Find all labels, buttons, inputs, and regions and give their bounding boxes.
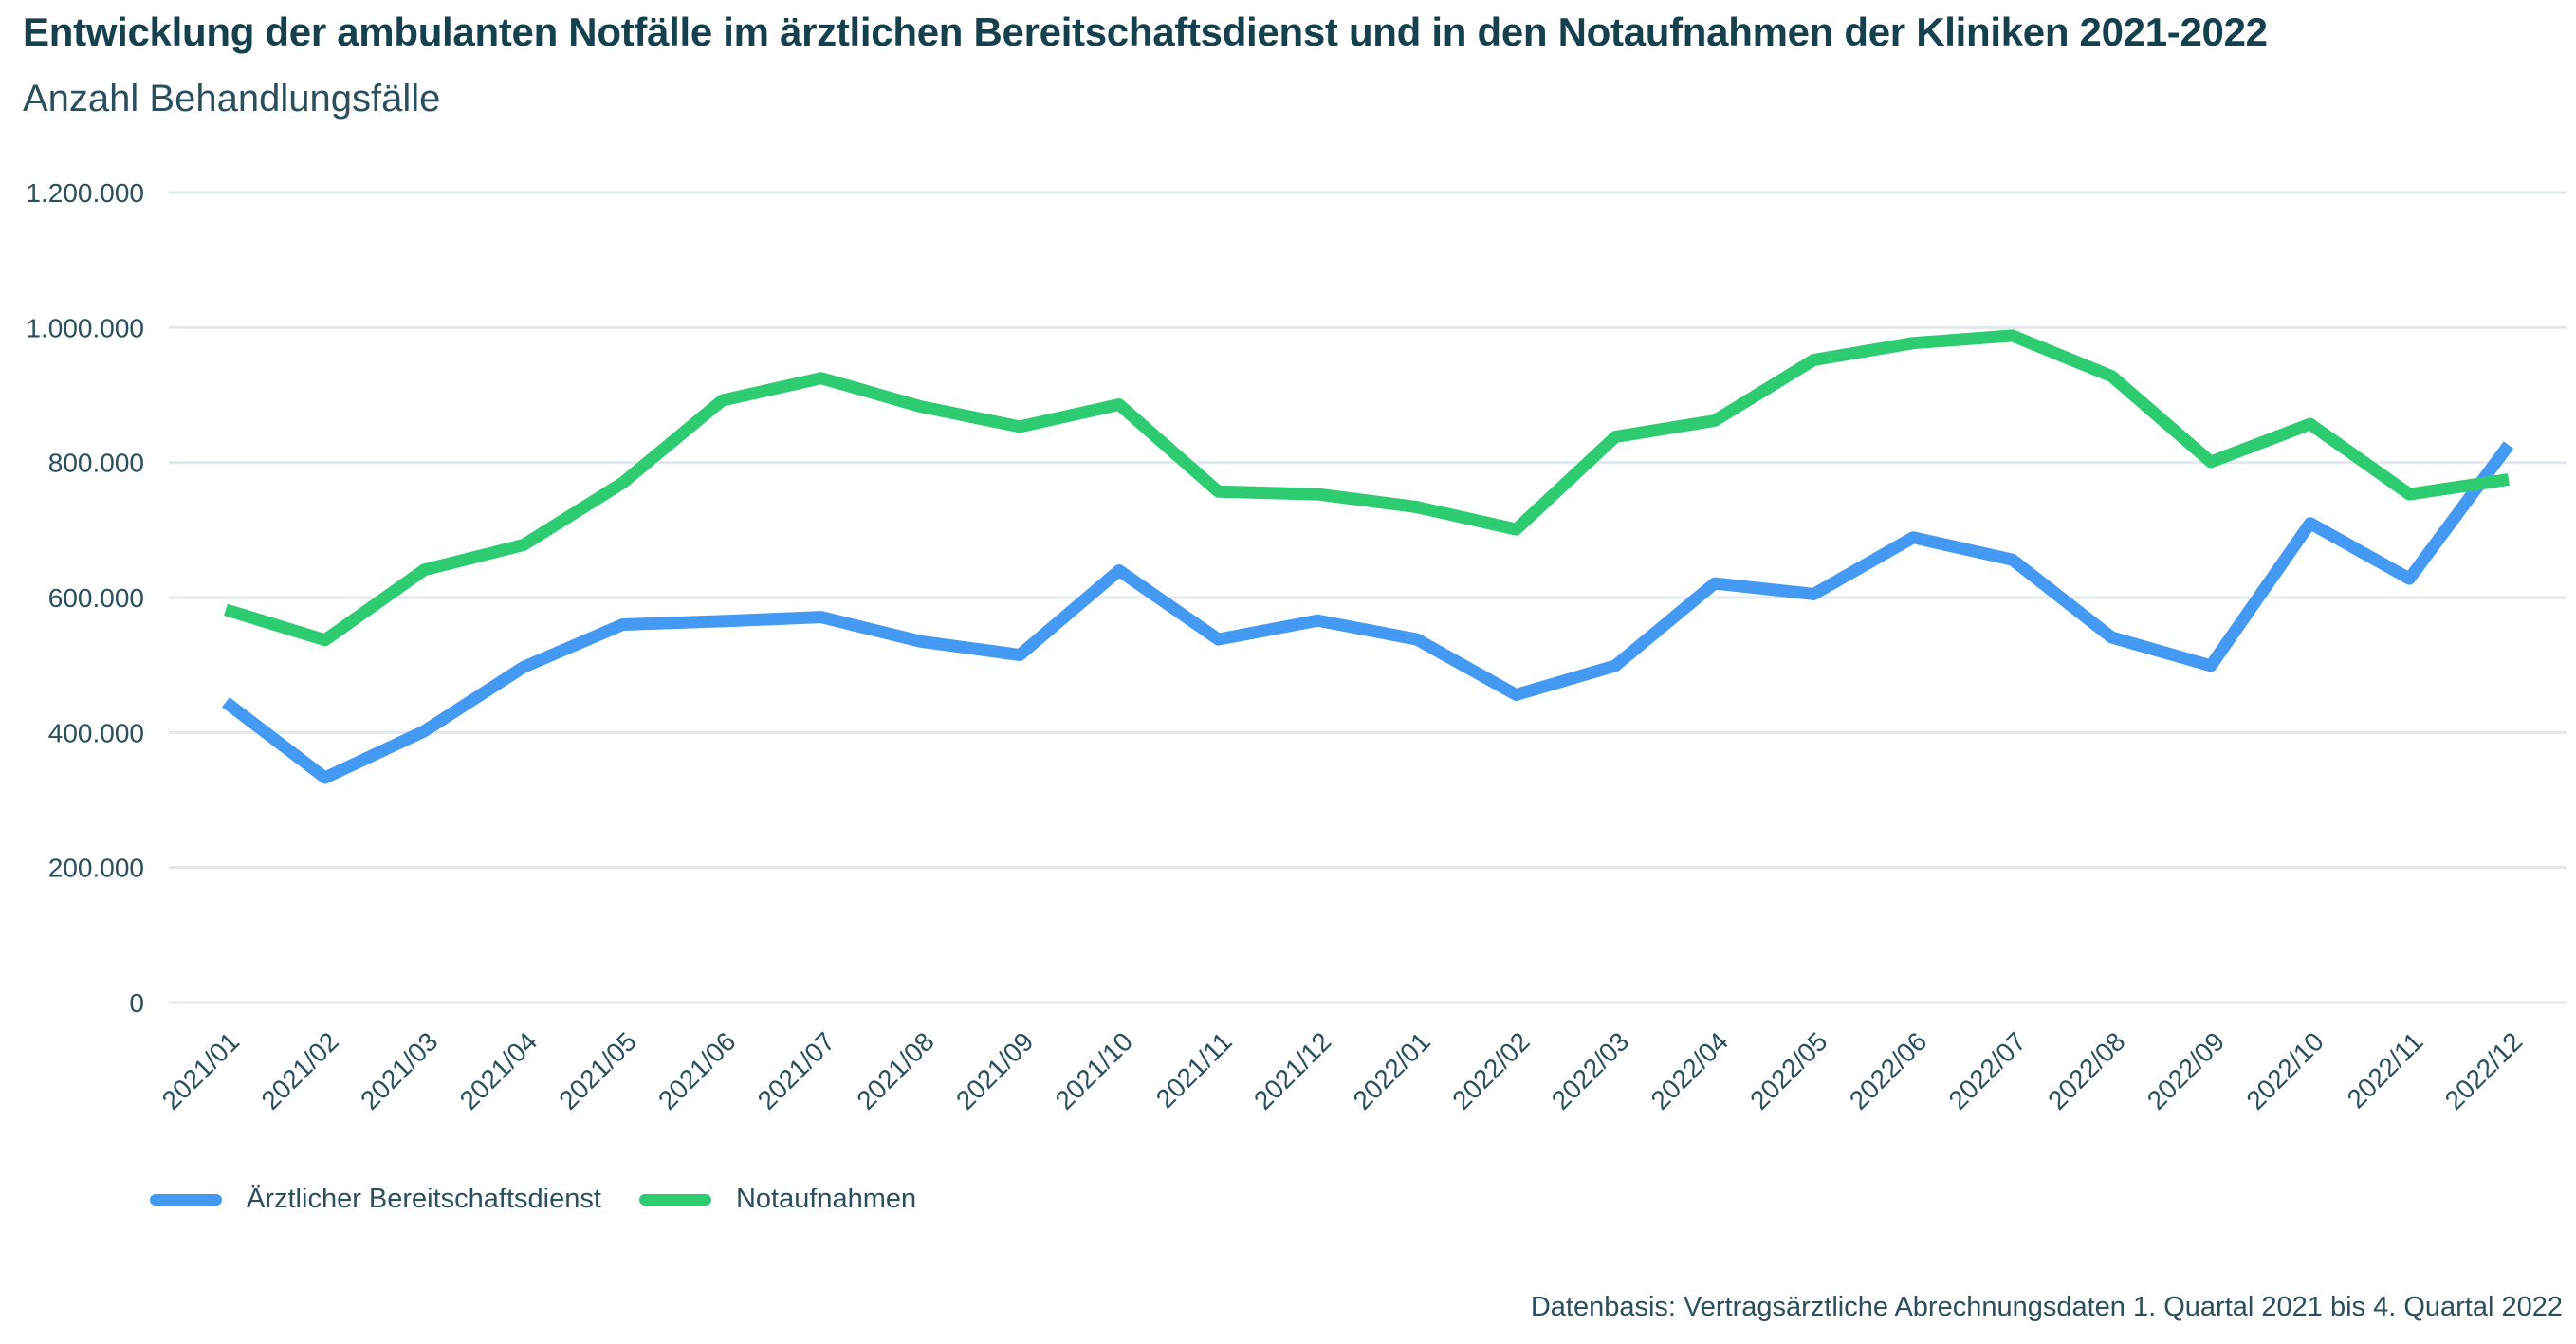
data-source-note: Datenbasis: Vertragsärztliche Abrechnung…: [1530, 1292, 2563, 1322]
legend-label-bereitschaftsdienst: Ärztlicher Bereitschaftsdienst: [247, 1184, 601, 1214]
x-tick-label: 2022/07: [1942, 1026, 2031, 1114]
x-tick-label: 2021/09: [950, 1026, 1039, 1114]
y-tick-label: 200.000: [48, 854, 144, 883]
series-line-bereitschaftsdienst: [222, 441, 2514, 784]
x-tick-label: 2021/12: [1248, 1026, 1336, 1114]
y-tick-label: 0: [129, 988, 144, 1018]
legend-swatch-bereitschaftsdienst: [150, 1193, 222, 1206]
x-tick-label: 2021/01: [156, 1026, 245, 1114]
x-tick-label: 2021/04: [454, 1026, 543, 1114]
x-tick-label: 2022/12: [2439, 1026, 2528, 1114]
legend-item-bereitschaftsdienst: Ärztlicher Bereitschaftsdienst: [150, 1184, 601, 1215]
x-tick-label: 2022/10: [2240, 1026, 2328, 1114]
x-tick-label: 2021/03: [355, 1026, 443, 1114]
x-tick-label: 2022/11: [2342, 1026, 2429, 1114]
y-tick-label: 800.000: [48, 449, 144, 478]
chart-subtitle: Anzahl Behandlungsfälle: [23, 78, 441, 120]
x-tick-label: 2022/03: [1546, 1026, 1634, 1114]
legend: Ärztlicher Bereitschaftsdienst Notaufnah…: [150, 1184, 954, 1215]
x-tick-label: 2021/11: [1150, 1026, 1238, 1114]
x-tick-label: 2021/06: [653, 1026, 741, 1114]
legend-swatch-notaufnahmen: [638, 1193, 711, 1206]
x-tick-label: 2021/08: [851, 1026, 939, 1114]
y-tick-label: 1.200.000: [26, 178, 144, 208]
x-tick-label: 2022/08: [2042, 1026, 2130, 1114]
x-tick-label: 2022/06: [1844, 1026, 1932, 1114]
x-tick-label: 2021/10: [1050, 1026, 1138, 1114]
x-tick-label: 2022/01: [1348, 1026, 1436, 1114]
legend-item-notaufnahmen: Notaufnahmen: [638, 1184, 917, 1215]
y-tick-label: 1.000.000: [26, 313, 144, 342]
series-line-notaufnahmen: [224, 329, 2510, 647]
legend-label-notaufnahmen: Notaufnahmen: [735, 1184, 917, 1214]
y-tick-label: 400.000: [48, 718, 144, 747]
x-tick-label: 2022/04: [1646, 1026, 1734, 1114]
x-tick-label: 2022/02: [1446, 1026, 1535, 1114]
x-tick-label: 2022/05: [1744, 1026, 1832, 1114]
x-tick-label: 2021/05: [553, 1026, 641, 1114]
x-tick-label: 2022/09: [2142, 1026, 2230, 1114]
y-tick-label: 600.000: [48, 583, 144, 613]
x-tick-label: 2021/02: [255, 1026, 343, 1114]
chart-title: Entwicklung der ambulanten Notfälle im ä…: [23, 9, 2268, 54]
x-tick-label: 2021/07: [752, 1026, 840, 1114]
